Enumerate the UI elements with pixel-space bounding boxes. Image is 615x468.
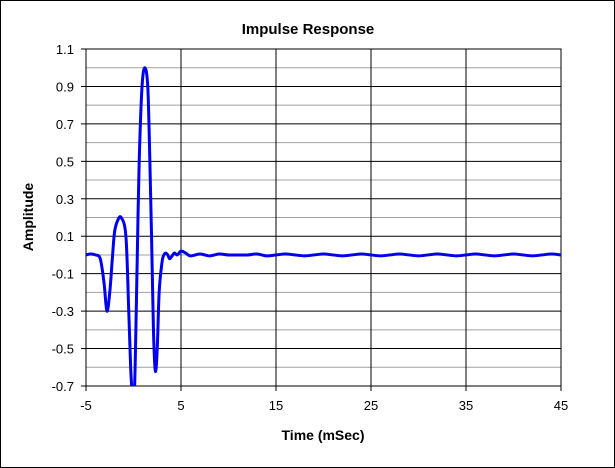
y-tick-label: 0.1 bbox=[56, 229, 74, 244]
x-tick-label: 5 bbox=[177, 398, 184, 413]
plot-border bbox=[85, 48, 562, 387]
y-tick-label: 0.5 bbox=[56, 154, 74, 169]
plot-area bbox=[85, 48, 562, 387]
x-tick-label: 35 bbox=[459, 398, 473, 413]
x-tick-label: 15 bbox=[269, 398, 283, 413]
y-tick-label: 0.9 bbox=[56, 79, 74, 94]
y-tick-labels: 1.1 0.9 0.7 0.5 0.3 0.1 -0.1 -0.3 -0.5 -0.7 bbox=[52, 42, 86, 394]
x-tick-label: -5 bbox=[80, 398, 92, 413]
x-tick-label: 25 bbox=[364, 398, 378, 413]
y-tick-label: -0.7 bbox=[52, 379, 74, 394]
x-tick-label: 45 bbox=[554, 398, 568, 413]
y-axis-label: Amplitude bbox=[20, 183, 36, 252]
y-tick-label: -0.3 bbox=[52, 304, 74, 319]
y-tick-label: -0.1 bbox=[52, 267, 74, 282]
x-axis-label: Time (mSec) bbox=[282, 427, 365, 443]
series-line-0 bbox=[86, 66, 561, 386]
y-tick-label: -0.5 bbox=[52, 342, 74, 357]
y-tick-label: 1.1 bbox=[56, 42, 74, 57]
chart-title: Impulse Response bbox=[242, 21, 375, 38]
y-tick-label: 0.3 bbox=[56, 192, 74, 207]
x-tick-labels: -5 5 15 25 35 45 bbox=[80, 386, 568, 413]
y-tick-label: 0.7 bbox=[56, 117, 74, 132]
